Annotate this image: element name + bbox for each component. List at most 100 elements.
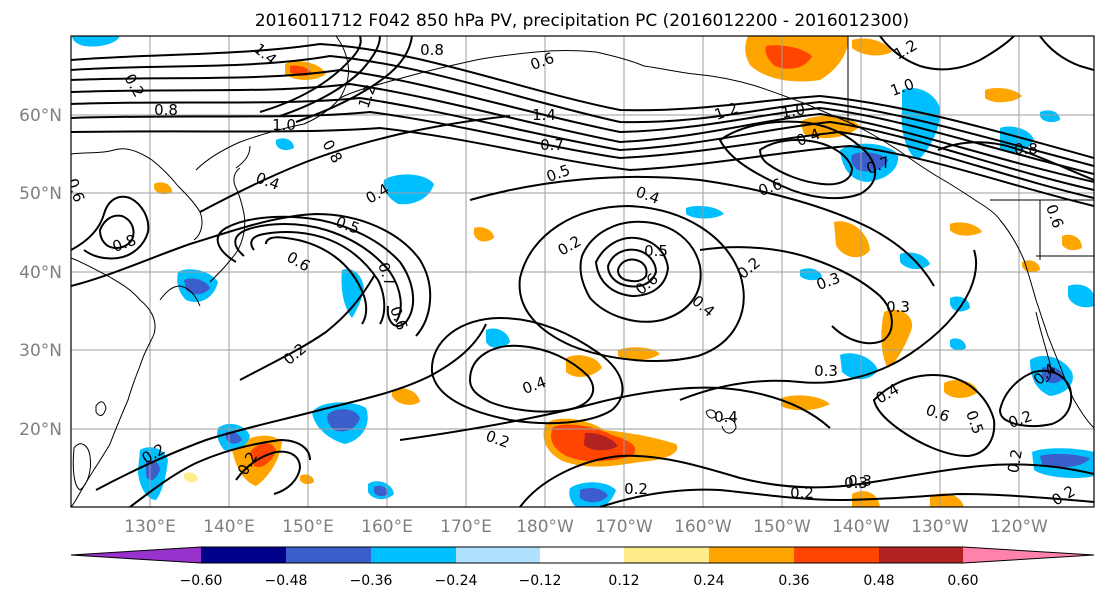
latitude-axis: 60°N 50°N 40°N 30°N 20°N [19,106,62,440]
colorbar-tick-label: 0.12 [608,573,639,589]
colorbar-tick-labels: −0.60 −0.48 −0.36 −0.24 −0.12 0.12 0.24 … [180,573,979,589]
precip-patch [881,309,913,368]
pv-contour [71,82,1094,183]
pv-contour [430,316,624,425]
lon-tick-label: 130°E [124,517,176,537]
precip-patch [184,472,198,483]
colorbar-segments [70,546,1095,564]
precip-patch [930,493,964,507]
precip-patch [950,338,966,351]
pv-contour [699,246,893,345]
japan-coastline [159,285,201,307]
precip-patch [327,409,360,432]
colorbar-tick-label: −0.48 [265,573,308,589]
pv-contour [199,115,511,213]
precip-patch [226,431,242,444]
taiwan-coastline [95,401,107,416]
lon-tick-label: 150°W [753,517,811,537]
precip-shading [72,36,1094,507]
colorbar-outline [70,546,1095,564]
precip-patch [901,88,941,160]
precip-patch [851,152,888,172]
precip-patch [383,174,434,205]
map-frame [70,35,1095,508]
aleutian-islands [339,50,645,99]
lat-tick-label: 50°N [19,184,62,204]
precip-patch [374,485,388,497]
colorbar-segment [201,547,286,563]
contour-label: 0.3 [814,362,838,380]
precip-patch [566,355,602,377]
map-panel: 0.8 1.4 1.2 0.6 0.8 1.0 0.8 0.4 0.6 0.8 … [70,35,1095,508]
colorbar-segment [794,547,879,563]
contour-label: 0.8 [420,41,444,59]
colorbar-tick-label: 0.36 [778,573,809,589]
pv-contour [71,96,1094,191]
lon-tick-label: 170°W [595,517,653,537]
baja-coastline [1035,311,1052,383]
pv-contour [1039,36,1094,71]
precip-patch [985,88,1022,103]
precip-patch [1040,110,1060,123]
pv-contour [71,195,150,260]
colorbar-segment [624,547,709,563]
colorbar-tick-label: −0.36 [350,573,393,589]
precip-patch [781,395,830,411]
lon-tick-label: 120°W [990,517,1048,537]
lon-tick-label: 170°E [440,517,492,537]
pv-contour [295,36,413,123]
colorbar-segment [540,547,624,563]
precip-patch [1068,284,1094,308]
north-america-coastline [999,219,1094,429]
hawaii-coastline [705,409,737,434]
pv-contour [937,141,1094,181]
pv-contour [239,275,375,381]
colorbar-tick-label: −0.60 [180,573,223,589]
pv-contour [616,258,648,283]
lon-tick-label: 180°W [516,517,574,537]
pv-contour [95,323,487,491]
colorbar: −0.60 −0.48 −0.36 −0.24 −0.12 0.12 0.24 … [70,546,1095,589]
pv-contour [579,220,702,323]
pv-contour [872,374,996,458]
lon-tick-label: 140°E [203,517,255,537]
contour-label: 0.5 [644,242,668,260]
contour-label: 0.3 [886,298,910,316]
precip-patch [686,206,724,219]
negative-precip-patches [72,36,1094,507]
contour-label: 0.8 [1014,140,1038,158]
pv-contour [594,236,670,298]
contour-label: 0.8 [154,101,178,119]
pv-contour [71,68,1094,175]
lat-tick-label: 30°N [19,341,62,361]
lon-tick-label: 160°E [361,517,413,537]
contour-label: 0.7 [540,136,564,154]
pv-contour [71,126,1094,207]
pv-contour [71,54,1094,167]
pv-contour [235,450,302,495]
asia-coastline [71,257,156,507]
contour-label: 1.0 [780,100,807,122]
pv-contour [259,36,362,113]
pv-contour [469,175,935,287]
pv-contour [758,139,854,186]
pv-contour [399,386,831,441]
pv-contour [265,236,368,325]
pv-contour [606,248,658,288]
lon-tick-label: 160°W [674,517,732,537]
precip-patch [486,328,510,348]
precip-patch [300,474,314,485]
colorbar-segment [71,547,201,563]
precip-patch [474,227,494,242]
pv-contour [998,369,1073,428]
colorbar-segment [709,547,794,563]
pv-contour [518,204,745,362]
colorbar-tick-label: 0.24 [693,573,724,589]
pv-contour [71,110,1094,199]
lat-tick-label: 60°N [19,106,62,126]
pv-contour [216,215,415,327]
figure-title: 2016011712 F042 850 hPa PV, precipitatio… [255,11,909,31]
positive-precip-patches [154,36,1082,507]
precip-patch [184,278,210,295]
contour-label: 0.2 [624,480,648,498]
